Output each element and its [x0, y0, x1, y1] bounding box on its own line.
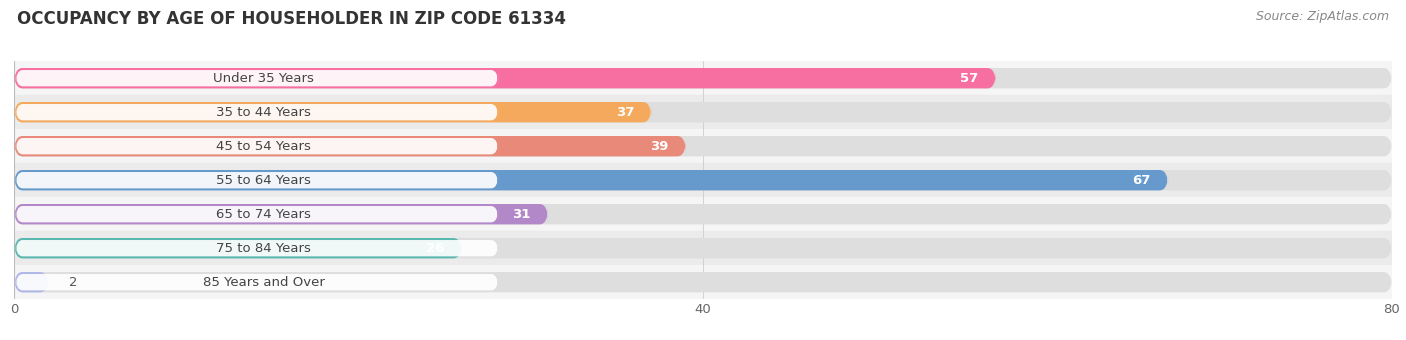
Text: 2: 2 [69, 276, 77, 289]
FancyBboxPatch shape [15, 138, 498, 154]
Bar [14, 265, 1392, 299]
FancyBboxPatch shape [14, 68, 995, 88]
FancyBboxPatch shape [14, 238, 1392, 258]
Bar [14, 163, 1392, 197]
Text: 37: 37 [616, 106, 634, 119]
Text: 31: 31 [512, 208, 531, 221]
FancyBboxPatch shape [15, 172, 498, 188]
Text: 67: 67 [1132, 174, 1152, 187]
Text: Source: ZipAtlas.com: Source: ZipAtlas.com [1256, 10, 1389, 23]
Text: 85 Years and Over: 85 Years and Over [202, 276, 325, 289]
FancyBboxPatch shape [14, 204, 548, 224]
Text: Under 35 Years: Under 35 Years [214, 72, 314, 85]
FancyBboxPatch shape [14, 68, 1392, 88]
FancyBboxPatch shape [15, 274, 498, 290]
FancyBboxPatch shape [15, 70, 498, 86]
FancyBboxPatch shape [14, 272, 1392, 292]
Text: 45 to 54 Years: 45 to 54 Years [217, 140, 311, 153]
FancyBboxPatch shape [15, 206, 498, 222]
Bar [14, 197, 1392, 231]
FancyBboxPatch shape [15, 240, 498, 256]
Bar [14, 129, 1392, 163]
FancyBboxPatch shape [14, 238, 463, 258]
Bar [14, 61, 1392, 95]
Text: 39: 39 [650, 140, 669, 153]
Bar [14, 231, 1392, 265]
FancyBboxPatch shape [14, 170, 1392, 190]
FancyBboxPatch shape [14, 170, 1168, 190]
FancyBboxPatch shape [14, 102, 651, 122]
Bar [14, 95, 1392, 129]
Text: 57: 57 [960, 72, 979, 85]
FancyBboxPatch shape [14, 136, 686, 156]
FancyBboxPatch shape [14, 204, 1392, 224]
Text: 35 to 44 Years: 35 to 44 Years [217, 106, 311, 119]
Text: OCCUPANCY BY AGE OF HOUSEHOLDER IN ZIP CODE 61334: OCCUPANCY BY AGE OF HOUSEHOLDER IN ZIP C… [17, 10, 565, 28]
FancyBboxPatch shape [15, 104, 498, 120]
FancyBboxPatch shape [14, 272, 48, 292]
Text: 75 to 84 Years: 75 to 84 Years [217, 242, 311, 255]
FancyBboxPatch shape [14, 102, 1392, 122]
FancyBboxPatch shape [14, 136, 1392, 156]
Text: 26: 26 [426, 242, 444, 255]
Text: 55 to 64 Years: 55 to 64 Years [217, 174, 311, 187]
Text: 65 to 74 Years: 65 to 74 Years [217, 208, 311, 221]
